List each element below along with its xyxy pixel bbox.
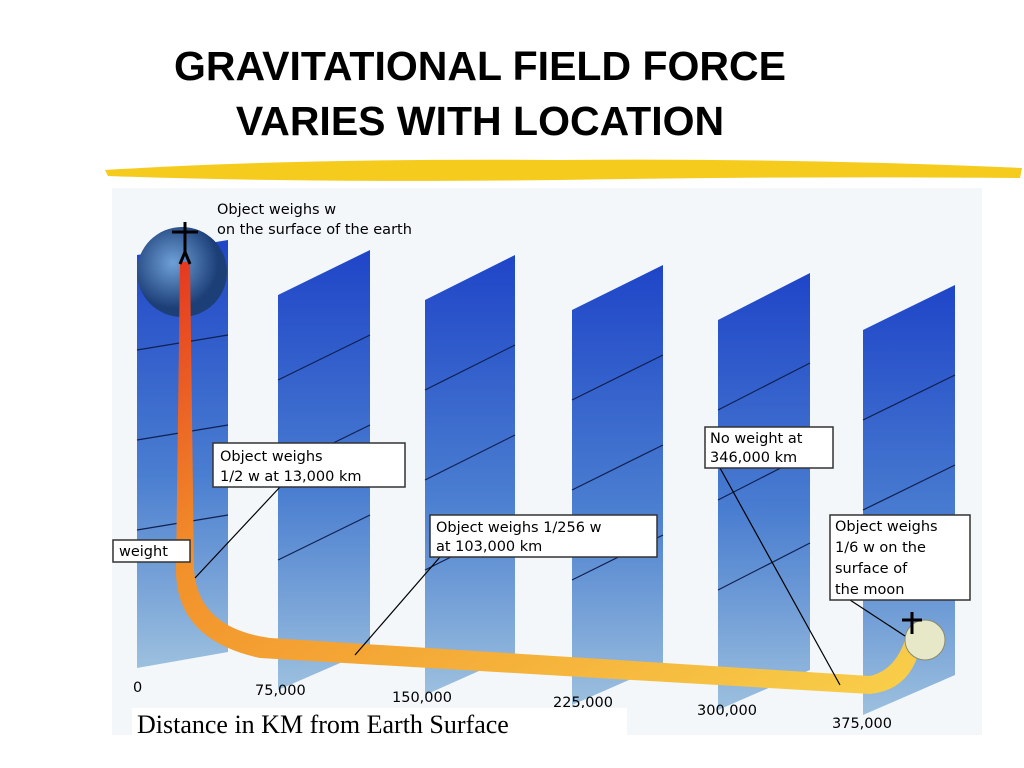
- callout-text: weight: [119, 544, 168, 560]
- moon: [904, 619, 946, 661]
- caption-background: [132, 708, 627, 738]
- earth-note: Object weighs w: [217, 202, 336, 218]
- callout-box: [704, 426, 834, 469]
- callout-text: Object weighs 1/256 w: [436, 520, 602, 536]
- callout-text: 1/6 w on the: [835, 540, 926, 556]
- distance-label: 75,000: [255, 683, 306, 699]
- caption: Distance in KM from Earth Surface: [137, 710, 509, 739]
- arrows: [194, 467, 906, 686]
- callout-text: 346,000 km: [710, 450, 797, 466]
- callout-text: surface of: [835, 561, 908, 577]
- callout-text: Object weighs: [220, 449, 323, 465]
- title-line: VARIES WITH LOCATION: [236, 98, 724, 144]
- distance-label: 150,000: [392, 690, 452, 706]
- earth-note: on the surface of the earth: [217, 222, 412, 238]
- callout-text: the moon: [835, 582, 904, 598]
- distance-label: 300,000: [697, 703, 757, 719]
- weight-band: [176, 262, 920, 694]
- callout-box: [829, 514, 971, 601]
- callout-box: [212, 442, 406, 488]
- distance-label: 0: [133, 680, 142, 696]
- underline-stroke: [105, 159, 1022, 181]
- callout-text: at 103,000 km: [436, 539, 542, 555]
- callout-text: 1/2 w at 13,000 km: [220, 469, 361, 485]
- distance-label: 225,000: [553, 695, 613, 711]
- panels: [136, 240, 956, 715]
- callout-text: Object weighs: [835, 519, 938, 535]
- callout-box: [112, 539, 191, 563]
- callout-text: No weight at: [710, 431, 803, 447]
- callout-box: [429, 514, 658, 558]
- title-line: GRAVITATIONAL FIELD FORCE: [174, 43, 786, 89]
- person-moon: [902, 612, 922, 634]
- person-earth: [172, 222, 198, 265]
- distance-label: 375,000: [832, 716, 892, 732]
